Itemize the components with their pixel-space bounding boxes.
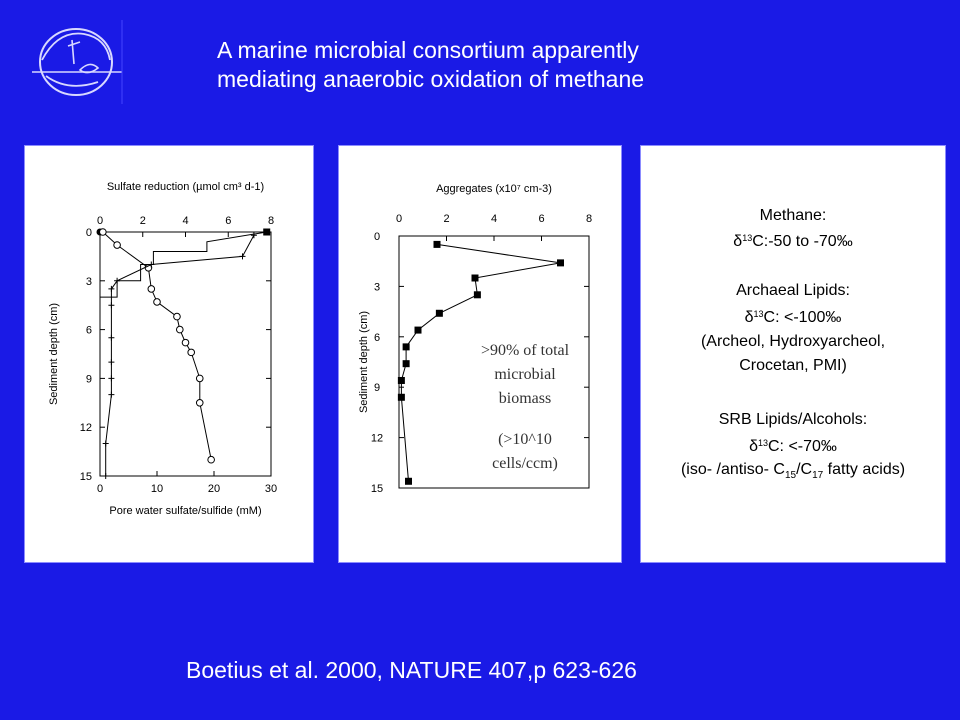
data-point xyxy=(147,285,156,293)
data-point xyxy=(148,261,155,268)
sulfate-series xyxy=(102,231,212,460)
x-tick-label: 6 xyxy=(538,213,544,225)
archaeal-list-line-1: (Archeol, Hydroxyarcheol, xyxy=(700,333,886,350)
isotope-mass: 13 xyxy=(742,233,753,243)
sulfate-reduction-series xyxy=(100,231,267,298)
data-point xyxy=(402,343,410,351)
data-point xyxy=(153,298,161,306)
top-axis-label: Sulfate reduction (µmol cm³ d-1) xyxy=(107,181,264,193)
y-tick-label: 3 xyxy=(86,276,92,288)
top-tick-label: 2 xyxy=(140,215,146,227)
plot-frame xyxy=(398,235,590,489)
data-point xyxy=(99,228,107,236)
title-line-2: mediating anaerobic oxidation of methane xyxy=(217,66,645,92)
bottom-tick-label: 20 xyxy=(208,483,220,495)
data-point xyxy=(176,325,184,334)
archaeal-value: δ13C: <-100‰ xyxy=(744,309,842,326)
data-point xyxy=(402,360,410,368)
x-tick-label: 4 xyxy=(491,213,497,225)
data-point xyxy=(108,391,115,398)
y-tick-label: 6 xyxy=(86,325,92,337)
annotation-biomass-line: >90% of total xyxy=(481,342,570,359)
y-tick-label: 3 xyxy=(374,281,380,293)
data-point xyxy=(181,338,190,347)
data-point xyxy=(108,359,115,366)
data-point xyxy=(397,393,405,401)
y-tick-label: 12 xyxy=(371,433,383,445)
bottom-tick-label: 0 xyxy=(97,483,103,495)
data-point xyxy=(433,240,441,248)
data-point xyxy=(113,241,121,249)
data-point xyxy=(397,376,405,384)
top-tick-label: 0 xyxy=(97,215,103,227)
sulfide-series xyxy=(105,235,255,476)
logo xyxy=(28,20,124,104)
y-axis-label: Sediment depth (cm) xyxy=(48,303,60,405)
srb-label: SRB Lipids/Alcohols: xyxy=(718,411,868,428)
aggregates-chart: 0 2 4 6 8 0 3 6 9 12 15 Aggregates (x10⁷ cm-3) Sedim… xyxy=(358,183,592,495)
citation: Boetius et al. 2000, NATURE 407,p 623-62… xyxy=(186,657,637,683)
methane-label: Methane: xyxy=(759,207,827,224)
y-tick-label: 12 xyxy=(80,422,92,434)
fatty-acids-line: (iso- /antiso- C15/C17 fatty acids) xyxy=(680,461,906,482)
aggregates-chart-panel: 0 2 4 6 8 0 3 6 9 12 15 Aggregates (x10⁷ cm-3) Sedim… xyxy=(338,145,622,563)
y-axis-label: Sediment depth (cm) xyxy=(358,311,370,413)
data-point xyxy=(102,473,109,479)
y-tick-label: 9 xyxy=(374,382,380,394)
bottom-tick-label: 10 xyxy=(151,483,163,495)
data-point xyxy=(207,455,215,464)
data-point xyxy=(173,312,181,321)
annotation-cells-line: cells/ccm) xyxy=(492,455,558,472)
y-tick-label: 0 xyxy=(374,231,380,243)
annotation-biomass-line: biomass xyxy=(499,390,551,407)
annotation-cells-line: (>10^10 xyxy=(498,431,552,448)
archaeal-list-line-2: Crocetan, PMI) xyxy=(739,357,847,374)
plot-frame xyxy=(99,231,272,477)
x-tick-label: 8 xyxy=(586,213,592,225)
y-tick-label: 9 xyxy=(86,373,92,385)
data-point xyxy=(435,309,443,317)
isotope-info-panel: Methane: δ13C:-50 to -70‰ Archaeal Lipid… xyxy=(640,145,946,563)
data-point xyxy=(557,259,564,267)
top-tick-label: 6 xyxy=(225,215,231,227)
data-point xyxy=(414,326,422,334)
data-point xyxy=(250,232,257,239)
bottom-axis-label: Pore water sulfate/sulfide (mM) xyxy=(109,505,261,517)
data-point xyxy=(239,253,246,260)
methane-value: δ13C:-50 to -70‰ xyxy=(733,233,853,250)
data-point xyxy=(471,274,479,282)
data-point xyxy=(108,285,115,292)
data-point xyxy=(114,277,121,284)
data-point xyxy=(187,348,195,357)
data-point xyxy=(108,302,115,309)
x-tick-label: 2 xyxy=(443,213,449,225)
x-tick-label: 0 xyxy=(396,213,402,225)
data-point xyxy=(195,374,204,383)
srb-value: δ13C: <-70‰ xyxy=(749,438,837,455)
y-tick-label: 15 xyxy=(371,483,383,495)
data-point xyxy=(108,334,115,341)
top-tick-label: 8 xyxy=(268,215,274,227)
globe-bird-logo-icon xyxy=(28,20,124,104)
archaeal-label: Archaeal Lipids: xyxy=(736,282,850,299)
delta-symbol: δ xyxy=(733,233,743,250)
data-point xyxy=(263,228,271,236)
x-axis-label: Aggregates (x10⁷ cm-3) xyxy=(436,183,552,195)
y-tick-label: 0 xyxy=(86,227,92,239)
top-tick-label: 4 xyxy=(182,215,188,227)
y-tick-label: 6 xyxy=(374,332,380,344)
sulfate-chart-panel: 0 2 4 6 8 0 10 20 30 0 3 6 9 12 15 Sulfate reduction (µ… xyxy=(24,145,314,563)
data-point xyxy=(102,440,109,447)
data-point xyxy=(195,398,204,407)
y-tick-label: 15 xyxy=(80,471,92,483)
annotation-biomass-line: microbial xyxy=(494,366,556,383)
slide-title: A marine microbial consortium apparently… xyxy=(217,36,777,94)
title-line-1: A marine microbial consortium apparently xyxy=(217,37,639,63)
data-point xyxy=(108,375,115,382)
data-point xyxy=(405,477,412,485)
sulfate-chart: 0 2 4 6 8 0 10 20 30 0 3 6 9 12 15 Sulfate reduction (µ… xyxy=(48,181,277,517)
bottom-tick-label: 30 xyxy=(265,483,277,495)
data-point xyxy=(473,291,481,299)
